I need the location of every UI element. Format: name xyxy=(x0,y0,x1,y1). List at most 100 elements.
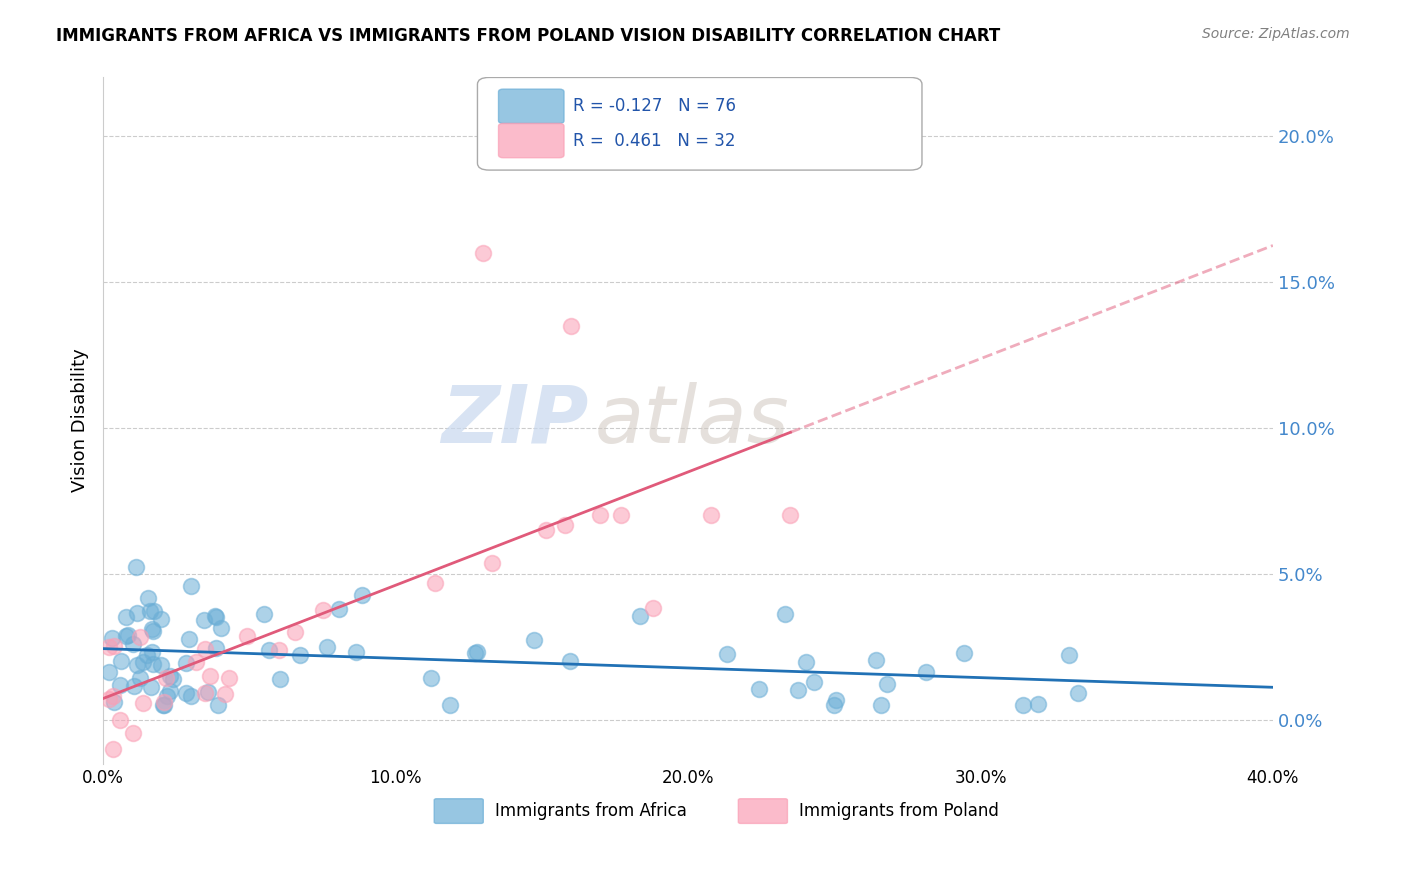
Immigrants from Poland xyxy=(235,629,257,643)
Immigrants from Africa xyxy=(129,671,152,685)
Immigrants from Africa xyxy=(825,693,848,707)
Immigrants from Poland xyxy=(641,601,664,615)
Immigrants from Africa xyxy=(193,613,215,627)
Immigrants from Poland xyxy=(214,687,236,701)
Immigrants from Africa xyxy=(180,690,202,704)
Immigrants from Africa xyxy=(316,640,339,654)
Y-axis label: Vision Disability: Vision Disability xyxy=(72,349,89,492)
FancyBboxPatch shape xyxy=(434,798,484,823)
Immigrants from Poland xyxy=(98,640,121,654)
Immigrants from Africa xyxy=(174,686,197,700)
Immigrants from Poland xyxy=(589,508,612,523)
Immigrants from Africa xyxy=(269,672,291,686)
Immigrants from Poland xyxy=(218,671,240,685)
Immigrants from Africa xyxy=(786,683,808,698)
Immigrants from Africa xyxy=(328,601,350,615)
Immigrants from Poland xyxy=(554,518,576,533)
Immigrants from Africa xyxy=(180,579,202,593)
Immigrants from Africa xyxy=(1067,686,1090,700)
Immigrants from Africa xyxy=(141,680,163,694)
Text: R =  0.461   N = 32: R = 0.461 N = 32 xyxy=(574,132,735,150)
Immigrants from Africa xyxy=(876,677,898,691)
Immigrants from Africa xyxy=(257,643,280,657)
Immigrants from Africa xyxy=(159,684,181,698)
Immigrants from Africa xyxy=(135,648,157,663)
Immigrants from Poland xyxy=(534,523,557,537)
Immigrants from Africa xyxy=(197,684,219,698)
Immigrants from Africa xyxy=(139,604,162,618)
Immigrants from Africa xyxy=(344,645,367,659)
Immigrants from Africa xyxy=(141,622,163,636)
Text: Immigrants from Poland: Immigrants from Poland xyxy=(799,802,1000,820)
Immigrants from Poland xyxy=(152,695,174,709)
Immigrants from Africa xyxy=(953,646,976,660)
Immigrants from Poland xyxy=(132,696,155,710)
Immigrants from Africa xyxy=(122,679,145,693)
Immigrants from Africa xyxy=(628,608,651,623)
Text: Immigrants from Africa: Immigrants from Africa xyxy=(495,802,688,820)
Immigrants from Poland xyxy=(98,692,121,706)
Immigrants from Africa xyxy=(523,632,546,647)
Immigrants from Africa xyxy=(127,606,149,620)
Immigrants from Africa xyxy=(205,609,228,624)
Immigrants from Poland xyxy=(194,686,217,700)
Immigrants from Africa xyxy=(142,657,165,671)
Immigrants from Africa xyxy=(794,655,817,669)
Immigrants from Poland xyxy=(472,245,495,260)
Immigrants from Poland xyxy=(103,689,125,703)
FancyBboxPatch shape xyxy=(478,78,922,170)
Immigrants from Africa xyxy=(823,698,845,713)
Immigrants from Africa xyxy=(103,695,125,709)
Text: atlas: atlas xyxy=(595,382,789,459)
Immigrants from Africa xyxy=(156,689,179,703)
Immigrants from Africa xyxy=(141,645,163,659)
Text: IMMIGRANTS FROM AFRICA VS IMMIGRANTS FROM POLAND VISION DISABILITY CORRELATION C: IMMIGRANTS FROM AFRICA VS IMMIGRANTS FRO… xyxy=(56,27,1001,45)
Immigrants from Africa xyxy=(115,610,138,624)
Immigrants from Africa xyxy=(204,640,226,655)
Immigrants from Africa xyxy=(1011,698,1033,713)
Text: R = -0.127   N = 76: R = -0.127 N = 76 xyxy=(574,97,737,115)
Immigrants from Africa xyxy=(150,612,173,626)
Immigrants from Africa xyxy=(253,607,276,622)
Immigrants from Africa xyxy=(865,652,887,666)
Immigrants from Poland xyxy=(103,639,125,653)
Immigrants from Africa xyxy=(352,588,374,602)
FancyBboxPatch shape xyxy=(499,89,564,123)
Immigrants from Africa xyxy=(1026,698,1049,712)
Immigrants from Poland xyxy=(198,669,221,683)
Immigrants from Africa xyxy=(209,621,232,635)
Immigrants from Poland xyxy=(423,576,446,591)
Immigrants from Africa xyxy=(110,653,132,667)
Immigrants from Africa xyxy=(177,632,200,646)
Immigrants from Africa xyxy=(153,698,176,713)
Immigrants from Poland xyxy=(560,318,582,333)
Immigrants from Africa xyxy=(869,698,891,713)
Immigrants from Africa xyxy=(1057,648,1080,662)
Immigrants from Africa xyxy=(121,637,143,651)
Immigrants from Africa xyxy=(420,671,443,685)
Immigrants from Africa xyxy=(100,631,122,645)
Immigrants from Poland xyxy=(122,726,145,740)
Immigrants from Africa xyxy=(558,654,581,668)
Immigrants from Africa xyxy=(176,657,198,671)
Immigrants from Africa xyxy=(773,607,796,621)
Immigrants from Africa xyxy=(131,655,153,669)
Immigrants from Africa xyxy=(207,698,229,713)
Immigrants from Africa xyxy=(159,668,181,682)
Immigrants from Poland xyxy=(108,713,131,727)
Immigrants from Africa xyxy=(915,665,938,680)
Immigrants from Africa xyxy=(149,657,172,672)
Immigrants from Poland xyxy=(699,508,721,523)
Immigrants from Africa xyxy=(162,672,184,686)
Immigrants from Africa xyxy=(748,681,770,696)
Immigrants from Africa xyxy=(108,678,131,692)
Immigrants from Africa xyxy=(125,657,148,672)
Immigrants from Africa xyxy=(97,665,120,680)
Immigrants from Africa xyxy=(288,648,311,662)
Immigrants from Poland xyxy=(610,508,633,523)
Immigrants from Africa xyxy=(716,647,738,661)
Text: Source: ZipAtlas.com: Source: ZipAtlas.com xyxy=(1202,27,1350,41)
Immigrants from Poland xyxy=(129,631,152,645)
Text: ZIP: ZIP xyxy=(441,382,589,459)
Immigrants from Poland xyxy=(284,624,307,639)
